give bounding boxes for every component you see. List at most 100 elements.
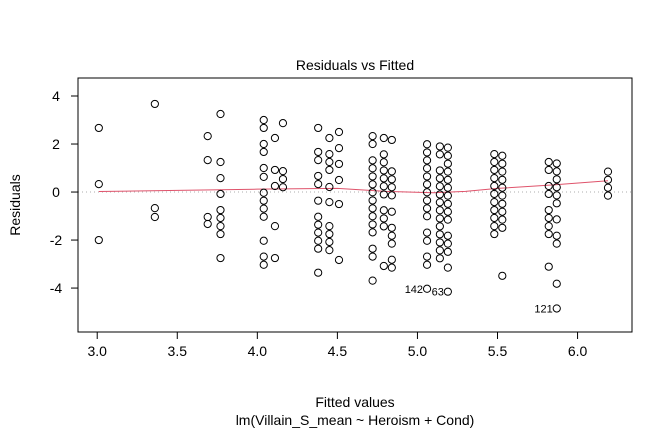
residual-point: [443, 183, 452, 192]
residual-point: [94, 235, 103, 245]
residual-point: [314, 147, 323, 157]
residual-point: [379, 166, 388, 175]
residual-point: [498, 199, 507, 208]
residual-point: [422, 196, 432, 205]
x-tick-label: 3.5: [168, 343, 188, 359]
residual-point: [387, 175, 396, 184]
residual-point: [443, 287, 452, 296]
residual-point: [325, 150, 334, 159]
residual-point: [259, 212, 268, 221]
residual-point: [259, 236, 268, 245]
residual-point: [314, 156, 323, 165]
residual-point: [422, 140, 432, 149]
residual-point: [368, 180, 377, 189]
residual-point: [387, 135, 396, 145]
residual-point: [552, 304, 561, 313]
residual-point: [368, 220, 377, 229]
residual-point: [422, 236, 432, 245]
residual-point: [325, 237, 334, 247]
residual-point: [368, 204, 377, 213]
residual-point: [603, 175, 613, 184]
residual-point: [334, 144, 344, 153]
chart-title: Residuals vs Fitted: [296, 57, 414, 73]
residual-point: [216, 229, 225, 239]
residual-point: [498, 175, 507, 184]
residual-point: [314, 244, 323, 253]
residual-point: [443, 231, 452, 240]
residual-point: [270, 181, 280, 191]
residual-point: [368, 196, 377, 205]
residual-point: [443, 167, 452, 176]
residual-point: [498, 215, 507, 224]
residual-point: [490, 174, 499, 183]
residual-point: [203, 212, 212, 222]
residual-point: [552, 279, 561, 288]
residual-point: [422, 172, 432, 181]
residual-point: [387, 191, 396, 200]
residual-point: [387, 255, 396, 264]
residual-point: [490, 157, 499, 167]
residual-point: [259, 163, 268, 173]
residual-point: [387, 183, 396, 192]
residual-point: [490, 165, 499, 175]
residual-point: [270, 253, 280, 263]
residual-point: [544, 213, 553, 223]
residual-point: [422, 284, 432, 293]
y-axis-label: Residuals: [7, 174, 23, 235]
residual-point: [498, 271, 507, 280]
residual-point: [94, 123, 103, 133]
residual-point: [435, 174, 444, 183]
outlier-label: 63: [432, 287, 444, 299]
residual-point: [278, 119, 288, 128]
residual-point: [544, 222, 553, 231]
residual-point: [368, 172, 377, 181]
residual-point: [314, 220, 323, 229]
residual-point: [368, 131, 377, 141]
residual-point: [422, 148, 432, 157]
residual-point: [443, 247, 452, 256]
residual-point: [435, 166, 444, 175]
residual-point: [368, 139, 377, 149]
residual-point: [498, 159, 507, 168]
residual-point: [334, 199, 344, 209]
x-axis-label: Fitted values: [315, 394, 394, 410]
residual-point: [435, 246, 444, 255]
residual-point: [94, 180, 103, 189]
residual-point: [435, 254, 444, 263]
residual-point: [603, 167, 613, 176]
residual-point: [490, 181, 499, 191]
residual-point: [368, 276, 377, 285]
y-tick-label: 2: [52, 136, 60, 152]
residual-point: [443, 151, 452, 160]
residual-point: [379, 261, 388, 271]
residual-point: [435, 222, 444, 231]
residual-point: [387, 231, 396, 240]
residual-point: [379, 182, 388, 191]
residual-point: [443, 159, 452, 168]
residual-point: [435, 182, 444, 191]
residual-point: [314, 180, 323, 189]
residual-point: [498, 151, 507, 160]
residual-point: [270, 165, 280, 175]
residual-point: [314, 268, 323, 277]
residual-point: [603, 191, 613, 200]
residual-point: [259, 139, 268, 149]
residual-point: [379, 206, 388, 215]
residual-point: [379, 174, 388, 183]
chart-subtitle: lm(Villain_S_mean ~ Heroism + Cond): [236, 412, 475, 428]
residual-point: [490, 198, 499, 207]
residual-point: [334, 175, 344, 185]
residual-point: [259, 172, 268, 182]
residual-point: [325, 229, 334, 239]
residual-point: [498, 183, 507, 192]
plot-frame: [77, 77, 633, 333]
residual-point: [368, 244, 377, 253]
residual-point: [325, 246, 334, 255]
residual-point: [368, 156, 377, 165]
residual-point: [203, 219, 212, 229]
residual-point: [314, 236, 323, 245]
residual-point: [259, 188, 268, 197]
residual-point: [325, 222, 334, 231]
residual-point: [498, 167, 507, 176]
residual-point: [278, 174, 288, 184]
